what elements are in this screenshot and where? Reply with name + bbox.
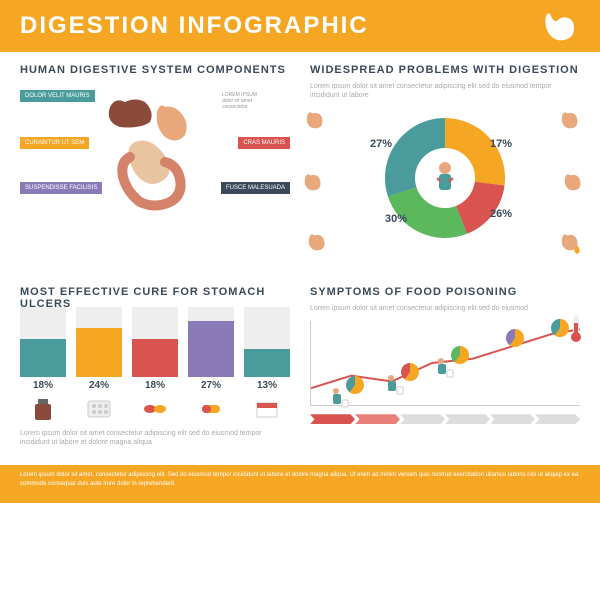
progress-arrows bbox=[310, 414, 580, 426]
symptoms-subtitle: Lorem ipsum dolor sit amet consectetur a… bbox=[310, 304, 580, 313]
intestine-icon bbox=[555, 106, 583, 134]
sick-person-icon bbox=[433, 356, 455, 378]
footer-text: Lorem ipsum dolor sit amet, consectetur … bbox=[20, 471, 580, 488]
component-label: LOREM IPSUMdolor sit ametconsectetur bbox=[222, 90, 290, 112]
ulcers-subtitle: Lorem ipsum dolor sit amet consectetur a… bbox=[20, 429, 290, 447]
blister-icon bbox=[76, 395, 122, 423]
stomach-dot-icon bbox=[298, 168, 326, 196]
bar-item: 24% bbox=[76, 307, 122, 391]
box-icon bbox=[244, 395, 290, 423]
component-label: CRAS MAURIS bbox=[238, 137, 290, 149]
arrow-step bbox=[355, 414, 400, 424]
sick-person-icon bbox=[383, 373, 405, 395]
stomach-fire-icon bbox=[555, 228, 583, 256]
bar-item: 18% bbox=[20, 307, 66, 391]
pie-slice-label: 26% bbox=[490, 208, 512, 220]
footer: Lorem ipsum dolor sit amet, consectetur … bbox=[0, 465, 600, 503]
ulcers-section: MOST EFFECTIVE CURE FOR STOMACH ULCERS 1… bbox=[20, 286, 290, 455]
component-label: CURABITUR UT SEM bbox=[20, 137, 89, 149]
symptoms-title: SYMPTOMS OF FOOD POISONING bbox=[310, 286, 580, 298]
components-section: HUMAN DIGESTIVE SYSTEM COMPONENTS DOLOR … bbox=[20, 64, 290, 278]
header: DIGESTION INFOGRAPHIC bbox=[0, 0, 600, 52]
stomach-side-icon bbox=[558, 168, 586, 196]
pie-slice-label: 27% bbox=[370, 138, 392, 150]
symptoms-section: SYMPTOMS OF FOOD POISONING Lorem ipsum d… bbox=[310, 286, 580, 455]
main-title: DIGESTION INFOGRAPHIC bbox=[20, 12, 369, 40]
problems-pie-chart: 27%17%26%30% bbox=[375, 108, 515, 248]
pie-slice-label: 17% bbox=[490, 138, 512, 150]
blob-icon bbox=[302, 228, 330, 256]
arrow-step bbox=[400, 414, 445, 424]
bottle-icon bbox=[20, 395, 66, 423]
arrow-step bbox=[535, 414, 580, 424]
sick-person-icon bbox=[328, 386, 350, 408]
thermometer-icon bbox=[567, 313, 585, 343]
problems-section: WIDESPREAD PROBLEMS WITH DIGESTION Lorem… bbox=[310, 64, 580, 278]
arrow-step bbox=[490, 414, 535, 424]
component-label: DOLOR VELIT MAURIS bbox=[20, 90, 95, 102]
stomach-icon bbox=[538, 10, 580, 46]
component-label: FUSCE MALESUADA bbox=[221, 182, 290, 194]
capsules-icon bbox=[188, 395, 234, 423]
arrow-step bbox=[310, 414, 355, 424]
components-title: HUMAN DIGESTIVE SYSTEM COMPONENTS bbox=[20, 64, 290, 76]
bar-item: 18% bbox=[132, 307, 178, 391]
problems-title: WIDESPREAD PROBLEMS WITH DIGESTION bbox=[310, 64, 580, 76]
pie-slice-label: 30% bbox=[385, 213, 407, 225]
bar-item: 27% bbox=[188, 307, 234, 391]
digestive-organs-icon bbox=[95, 87, 225, 227]
problems-subtitle: Lorem ipsum dolor sit amet consectetur a… bbox=[310, 82, 580, 100]
person-pain-icon bbox=[425, 158, 465, 198]
symptoms-line-chart bbox=[310, 321, 580, 406]
component-label: SUSPENDISSE FACILISIS bbox=[20, 182, 102, 194]
arrow-step bbox=[445, 414, 490, 424]
bar-item: 13% bbox=[244, 307, 290, 391]
ulcers-bar-chart: 18%24%18%27%13% bbox=[20, 316, 290, 391]
pills-icon bbox=[132, 395, 178, 423]
stomach-pain-icon bbox=[300, 106, 328, 134]
